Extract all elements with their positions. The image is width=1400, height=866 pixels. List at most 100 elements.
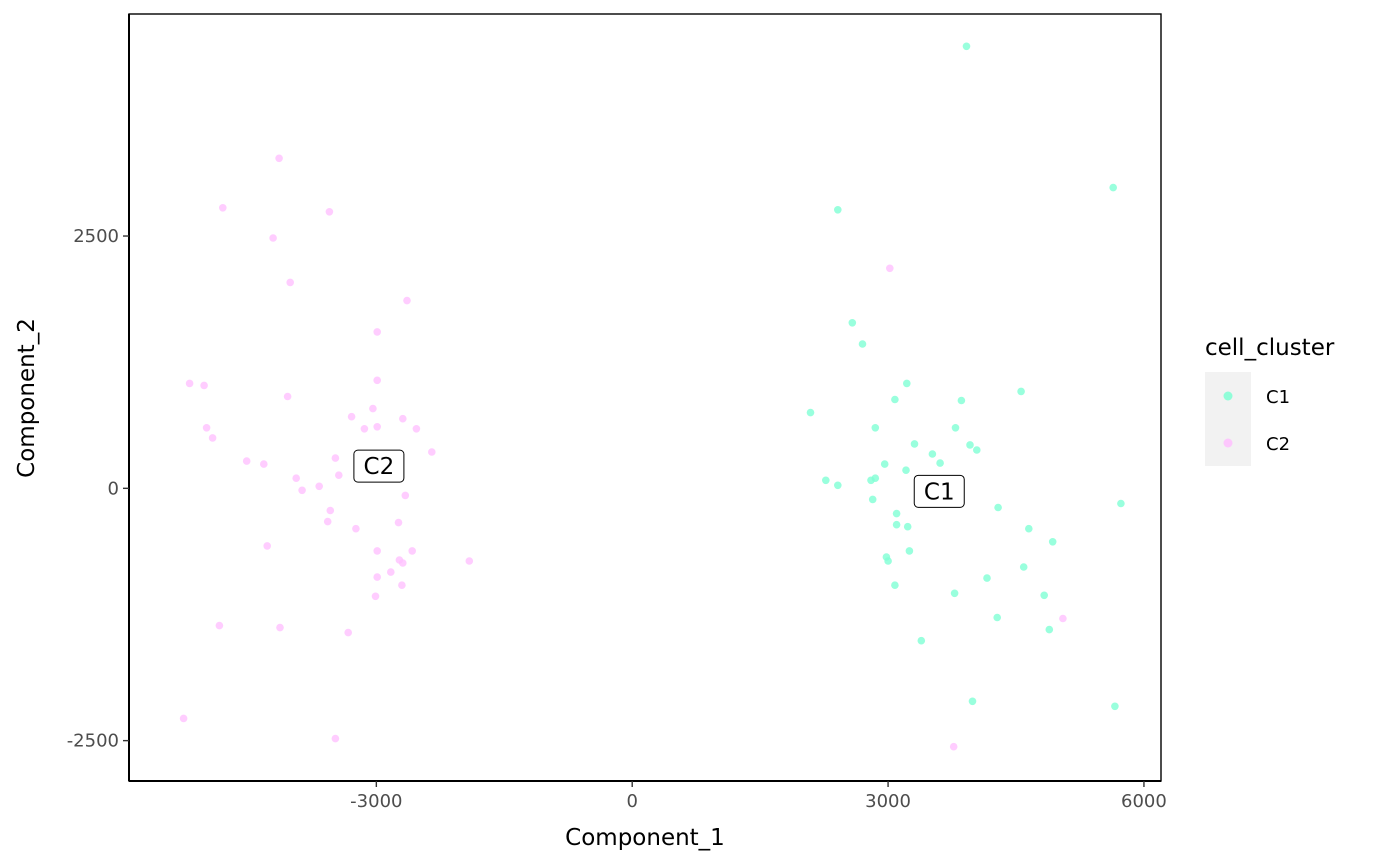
data-point-c2: [373, 376, 382, 385]
data-point-c2: [200, 381, 208, 390]
data-point-c2: [185, 379, 194, 388]
plot-panel: [128, 13, 1162, 782]
data-point-c2: [179, 714, 188, 723]
data-point-c1: [868, 495, 877, 504]
data-point-c2: [347, 412, 356, 421]
data-point-c2: [298, 486, 306, 495]
cluster-labels-layer: C1 C2: [353, 449, 965, 508]
data-point-c2: [202, 424, 211, 432]
data-point-c1: [950, 589, 959, 598]
data-point-c1: [822, 476, 830, 485]
data-point-c2: [315, 482, 324, 491]
data-point-c2: [399, 559, 407, 567]
data-point-c1: [891, 581, 899, 589]
legend-title: cell_cluster: [1205, 335, 1335, 361]
x-tick-label: -3000: [350, 791, 402, 812]
data-point-c1: [892, 520, 901, 529]
cluster-label-box: [913, 474, 965, 508]
data-point-c2: [401, 491, 410, 500]
data-point-c2: [412, 425, 421, 433]
x-tick-label: 3000: [865, 791, 911, 812]
data-point-c2: [325, 208, 334, 216]
legend-label-c1: C1: [1266, 387, 1290, 408]
data-point-c2: [335, 471, 343, 480]
legend-key-c2: [1223, 438, 1233, 448]
data-point-c1: [834, 481, 842, 490]
ticks-layer: -3000 0 3000 6000 -2500 0 2500: [67, 226, 1167, 812]
data-point-c2: [286, 278, 295, 287]
legend-label-c2: C2: [1266, 434, 1290, 455]
data-point-c2: [465, 557, 474, 565]
y-tick-label: -2500: [67, 731, 119, 752]
cluster-label-c1: C1: [913, 474, 965, 508]
cluster-label-text: C2: [364, 454, 395, 480]
data-point-c1: [848, 319, 857, 327]
data-point-c1: [957, 396, 966, 405]
data-point-c2: [387, 568, 395, 576]
data-point-c1: [858, 340, 867, 348]
data-point-c2: [373, 547, 382, 555]
data-point-c2: [403, 296, 411, 305]
data-point-c1: [884, 557, 892, 565]
data-point-c1: [993, 613, 1001, 622]
data-point-c2: [373, 573, 382, 581]
data-point-c2: [373, 328, 382, 336]
data-point-c2: [408, 547, 417, 555]
data-point-c2: [276, 623, 284, 632]
data-point-c2: [331, 734, 340, 743]
axes-layer: [128, 14, 1161, 782]
data-point-c1: [905, 547, 914, 555]
data-point-c1: [1019, 563, 1028, 571]
x-axis-title: Component_1: [565, 825, 725, 851]
data-point-c1: [806, 408, 815, 417]
legend-items: C1 C2: [1223, 387, 1290, 455]
data-point-c1: [892, 509, 901, 518]
data-point-c2: [373, 423, 382, 431]
cluster-label-c2: C2: [353, 449, 405, 483]
y-axis-title: Component_2: [14, 318, 40, 478]
data-point-c1: [951, 424, 960, 432]
y-tick-label: 0: [108, 478, 119, 499]
data-point-c1: [1040, 591, 1048, 600]
data-point-c1: [891, 395, 899, 404]
data-point-c2: [208, 434, 217, 442]
data-point-c2: [269, 234, 277, 242]
data-point-c2: [283, 392, 292, 401]
legend-key-c1: [1223, 391, 1233, 401]
data-point-c1: [903, 379, 911, 388]
data-point-c2: [398, 581, 406, 589]
data-point-c2: [219, 204, 227, 212]
data-point-c1: [1045, 625, 1054, 634]
data-point-c1: [983, 574, 991, 582]
data-point-c1: [966, 441, 974, 449]
data-point-c2: [331, 454, 340, 462]
legend-key-box: [1205, 372, 1251, 466]
legend: cell_cluster C1 C2: [1205, 335, 1335, 466]
data-point-c1: [1117, 499, 1125, 508]
data-point-c1: [1025, 524, 1033, 533]
data-point-c2: [371, 592, 380, 601]
data-point-c1: [1048, 538, 1057, 546]
points-layer: [179, 42, 1125, 751]
data-point-c2: [369, 404, 377, 413]
data-point-c2: [323, 517, 332, 526]
data-point-c2: [326, 506, 335, 515]
data-point-c2: [344, 628, 353, 637]
data-point-c2: [360, 425, 369, 433]
data-point-c1: [968, 697, 977, 706]
data-point-c2: [242, 457, 251, 465]
data-point-c1: [880, 460, 889, 468]
data-point-c2: [399, 414, 407, 423]
cluster-label-text: C1: [924, 479, 955, 505]
data-point-c2: [275, 154, 283, 163]
data-point-c2: [394, 518, 403, 527]
data-point-c2: [949, 742, 958, 751]
data-point-c1: [871, 474, 880, 483]
data-point-c1: [917, 636, 926, 645]
data-point-c2: [352, 524, 360, 533]
data-point-c1: [1111, 702, 1119, 711]
x-tick-label: 0: [626, 791, 637, 812]
data-point-c1: [936, 459, 944, 467]
data-point-c1: [1017, 387, 1025, 396]
